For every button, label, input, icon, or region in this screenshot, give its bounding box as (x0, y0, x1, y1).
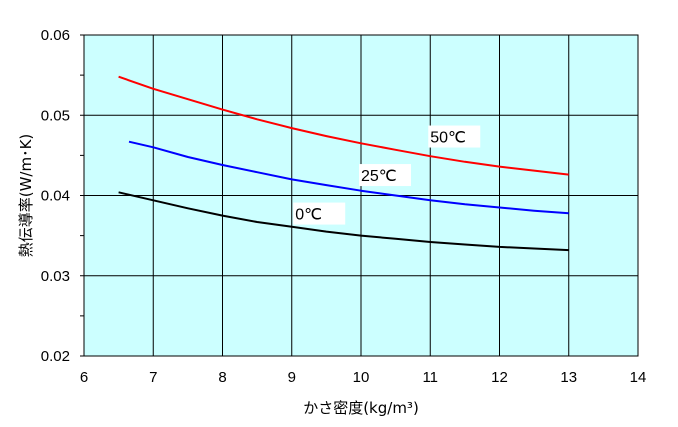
series-line (128, 140, 569, 215)
series-label: 0℃ (295, 207, 322, 224)
y-axis-title: 熱伝導率(W/m･K) (17, 134, 35, 258)
series-annotations: 50℃ 25℃ 0℃ (293, 125, 481, 225)
x-tick-label: 6 (80, 369, 88, 386)
series-label-box (293, 202, 346, 225)
x-tick-label: 11 (422, 369, 438, 386)
series-label: 25℃ (361, 168, 397, 185)
y-tick-label: 0.05 (41, 107, 70, 124)
y-tick-labels: 0.02 0.03 0.04 0.05 0.06 (41, 27, 70, 365)
x-tick-labels: 6 7 8 9 10 11 12 13 14 (80, 369, 647, 386)
x-tick-label: 12 (491, 369, 508, 386)
plot-border (83, 34, 639, 357)
y-tick-label: 0.06 (41, 27, 70, 44)
x-tick-label: 14 (630, 369, 647, 386)
series-label-box (428, 125, 481, 148)
x-tick-label: 7 (149, 369, 157, 386)
y-tick-label: 0.03 (41, 268, 70, 285)
x-tick-label: 9 (288, 369, 296, 386)
series-line (118, 191, 569, 252)
series-label-box (359, 164, 411, 187)
series-label: 50℃ (430, 130, 466, 147)
y-tick-label: 0.04 (41, 188, 70, 205)
x-axis-title: かさ密度(kg/m³) (303, 399, 419, 417)
series-lines (118, 75, 569, 252)
x-tick-label: 10 (353, 369, 370, 386)
x-tick-label: 13 (560, 369, 577, 386)
series-line (118, 75, 569, 176)
y-tick-label: 0.02 (41, 348, 70, 365)
x-tick-label: 8 (218, 369, 226, 386)
y-minor-ticks (80, 34, 84, 357)
